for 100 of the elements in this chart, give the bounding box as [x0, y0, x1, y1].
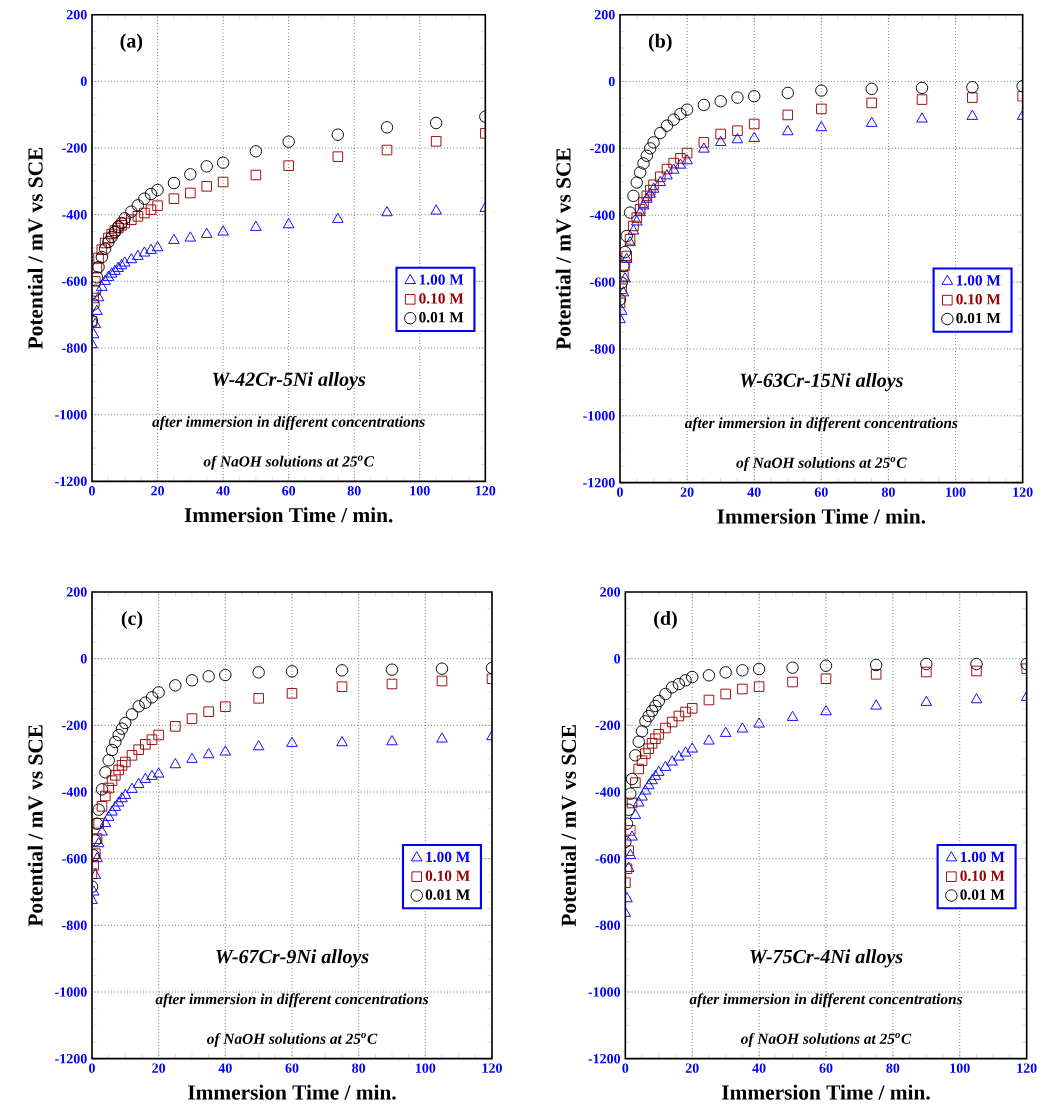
point	[661, 163, 673, 175]
point	[96, 825, 108, 836]
point	[386, 735, 398, 746]
point	[96, 244, 108, 255]
point	[635, 725, 649, 738]
legend-label: 0.10 M	[425, 870, 470, 881]
point	[145, 691, 159, 704]
y-tick-label: -1200	[583, 477, 615, 488]
point	[253, 693, 264, 704]
point	[967, 92, 978, 103]
point	[217, 225, 229, 236]
point	[681, 147, 693, 159]
point	[869, 658, 883, 672]
y-tick-label: -800	[62, 920, 87, 931]
y-tick-label: -800	[595, 920, 621, 931]
point	[732, 125, 743, 136]
point	[636, 755, 648, 766]
point	[644, 142, 657, 155]
point	[336, 736, 348, 747]
point	[185, 674, 199, 687]
point	[106, 775, 118, 786]
y-tick-label: -1000	[588, 987, 621, 997]
annotation: W-75Cr-4Ni alloys	[750, 949, 903, 968]
x-axis-title: Immersion Time / min.	[722, 1084, 930, 1100]
point	[102, 810, 115, 821]
y-tick-label: 0	[80, 653, 87, 664]
point	[92, 304, 103, 315]
annotation: (c)	[121, 610, 143, 630]
legend-label: 0.01 M	[960, 889, 1005, 900]
point	[626, 830, 638, 841]
point	[168, 193, 180, 204]
point	[642, 709, 655, 723]
point	[116, 220, 127, 231]
legend-label: 1.00 M	[419, 274, 464, 285]
point	[820, 673, 832, 684]
point	[667, 163, 680, 174]
point	[652, 765, 665, 776]
y-tick-label: 200	[66, 587, 87, 597]
point	[110, 770, 121, 781]
x-tick-label: 40	[752, 1063, 766, 1073]
point	[138, 246, 151, 257]
point	[250, 220, 262, 231]
x-tick-label: 60	[282, 486, 296, 496]
point	[620, 229, 633, 243]
point	[139, 696, 152, 709]
y-tick-label: -1200	[588, 1053, 621, 1064]
x-axis-title: Immersion Time / min.	[717, 508, 926, 524]
point	[216, 156, 230, 169]
point	[200, 227, 213, 238]
point	[96, 280, 108, 291]
y-tick-label: -400	[590, 210, 615, 220]
x-tick-label: 0	[89, 486, 95, 496]
x-tick-label: 80	[352, 1063, 366, 1073]
y-tick-label: -1200	[55, 1053, 87, 1064]
point	[970, 693, 983, 704]
point	[625, 772, 639, 786]
point	[673, 710, 685, 722]
point	[118, 212, 131, 225]
point	[666, 716, 678, 728]
point	[660, 722, 671, 734]
point	[660, 119, 674, 132]
point	[753, 717, 765, 728]
point	[106, 805, 118, 816]
point	[640, 149, 654, 162]
point	[285, 665, 299, 678]
point	[381, 144, 393, 156]
point	[714, 95, 727, 108]
point	[752, 662, 766, 676]
annotation: of NaOH solutions at 25$^{o}$C	[203, 455, 375, 470]
point	[632, 735, 645, 748]
point	[126, 782, 138, 793]
point	[921, 666, 932, 678]
x-tick-label: 80	[886, 1063, 900, 1073]
point	[335, 664, 349, 677]
x-tick-label: 40	[747, 487, 761, 497]
point	[686, 670, 699, 684]
point	[115, 722, 129, 735]
point	[125, 205, 138, 218]
point	[870, 699, 882, 710]
point	[686, 703, 698, 714]
point	[151, 183, 164, 197]
point	[145, 204, 157, 215]
y-tick-label: -400	[62, 787, 87, 797]
annotation: of NaOH solutions at 25$^{o}$C	[736, 456, 907, 472]
point	[202, 670, 215, 683]
point	[966, 81, 979, 94]
point	[633, 166, 647, 179]
point	[115, 216, 128, 230]
point	[332, 212, 344, 223]
point	[654, 175, 667, 187]
legend-label: 0.01 M	[419, 312, 464, 323]
point	[715, 128, 726, 140]
y-tick-label: -400	[595, 787, 621, 797]
point	[628, 220, 639, 232]
point	[217, 176, 229, 188]
point	[633, 763, 644, 775]
x-tick-label: 60	[285, 1063, 299, 1073]
point	[642, 779, 655, 790]
point	[819, 659, 833, 672]
point	[646, 738, 658, 749]
